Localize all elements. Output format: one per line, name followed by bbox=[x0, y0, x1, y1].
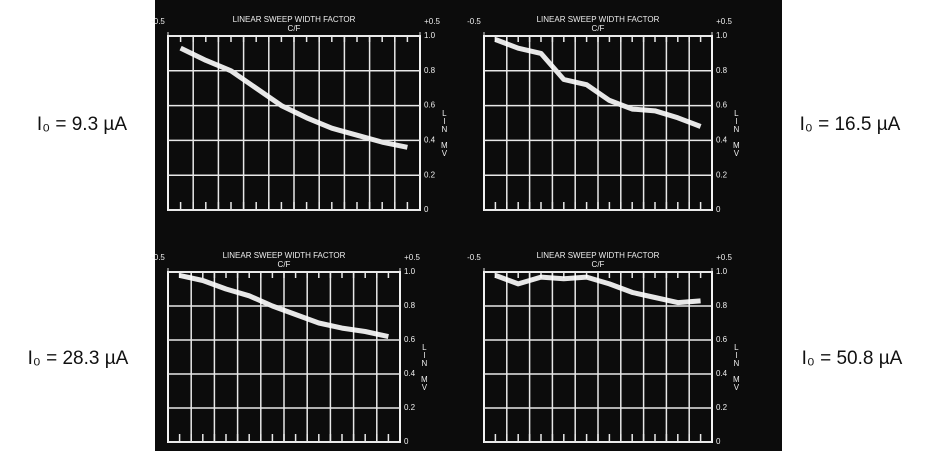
side-label: I₀ = 28.3 µA bbox=[28, 348, 129, 369]
y-tick-label: 0.6 bbox=[716, 101, 728, 110]
y-tick-label: 1.0 bbox=[716, 31, 728, 40]
y-tick-label: 0.4 bbox=[424, 136, 436, 145]
y-tick-label: 0.2 bbox=[716, 403, 728, 412]
y-tick-label: 0.2 bbox=[424, 170, 436, 179]
x-tick-label: +0.5 bbox=[424, 17, 440, 26]
x-axis-title: LINEAR SWEEP WIDTH FACTOR bbox=[233, 15, 356, 24]
x-axis-title: LINEAR SWEEP WIDTH FACTOR bbox=[537, 251, 660, 260]
y-tick-label: 0.8 bbox=[716, 301, 728, 310]
x-axis-title: LINEAR SWEEP WIDTH FACTOR bbox=[537, 15, 660, 24]
y-axis-title: LIN MV bbox=[440, 109, 449, 157]
y-tick-label: 0.4 bbox=[404, 369, 416, 378]
y-tick-label: 0.6 bbox=[404, 335, 416, 344]
y-tick-label: 0.8 bbox=[716, 66, 728, 75]
y-tick-label: 0 bbox=[404, 437, 409, 446]
x-axis-subtitle: C/F bbox=[278, 260, 291, 269]
y-axis-title: LIN MV bbox=[732, 109, 741, 157]
x-axis-subtitle: C/F bbox=[288, 24, 301, 33]
x-tick-label: -0.5 bbox=[467, 17, 481, 26]
scope-background bbox=[155, 0, 782, 451]
x-tick-label: -0.5 bbox=[467, 253, 481, 262]
x-tick-label: +0.5 bbox=[716, 17, 732, 26]
x-axis-subtitle: C/F bbox=[592, 260, 605, 269]
x-axis-subtitle: C/F bbox=[592, 24, 605, 33]
y-tick-label: 0.8 bbox=[404, 301, 416, 310]
side-label: I₀ = 9.3 µA bbox=[37, 114, 127, 135]
y-tick-label: 0.6 bbox=[424, 101, 436, 110]
y-tick-label: 0.2 bbox=[404, 403, 416, 412]
y-tick-label: 0.4 bbox=[716, 136, 728, 145]
x-tick-label: +0.5 bbox=[716, 253, 732, 262]
x-tick-label: -0.5 bbox=[151, 253, 165, 262]
y-tick-label: 0 bbox=[716, 437, 721, 446]
y-tick-label: 1.0 bbox=[716, 267, 728, 276]
y-tick-label: 1.0 bbox=[404, 267, 416, 276]
side-label: I₀ = 16.5 µA bbox=[800, 114, 901, 135]
y-tick-label: 0 bbox=[716, 205, 721, 214]
y-tick-label: 0.6 bbox=[716, 335, 728, 344]
x-axis-title: LINEAR SWEEP WIDTH FACTOR bbox=[223, 251, 346, 260]
y-tick-label: 1.0 bbox=[424, 31, 436, 40]
y-axis-title: LIN MV bbox=[420, 343, 429, 391]
y-tick-label: 0 bbox=[424, 205, 429, 214]
y-tick-label: 0.8 bbox=[424, 66, 436, 75]
side-label: I₀ = 50.8 µA bbox=[802, 348, 903, 369]
x-tick-label: +0.5 bbox=[404, 253, 420, 262]
y-axis-title: LIN MV bbox=[732, 343, 741, 391]
y-tick-label: 0.4 bbox=[716, 369, 728, 378]
x-tick-label: -0.5 bbox=[151, 17, 165, 26]
y-tick-label: 0.2 bbox=[716, 170, 728, 179]
figure: 0 0.2 0.4 0.6 0.8 1.0 -0.5 +0.5 LINEAR SWEEP WID… bbox=[0, 0, 927, 451]
